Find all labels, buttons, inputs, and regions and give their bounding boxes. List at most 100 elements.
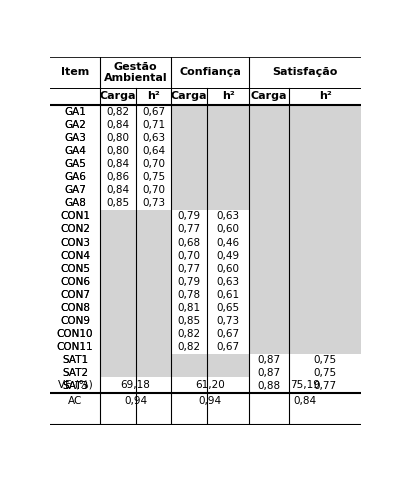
- Bar: [100, 315, 136, 327]
- Bar: [50, 354, 100, 367]
- Text: GA2: GA2: [64, 120, 86, 130]
- Bar: [207, 380, 249, 393]
- Bar: [171, 144, 207, 158]
- Bar: [171, 354, 207, 367]
- Bar: [100, 249, 136, 262]
- Text: GA4: GA4: [64, 146, 86, 156]
- Bar: [207, 171, 249, 184]
- Bar: [100, 236, 136, 249]
- Text: CON11: CON11: [57, 342, 93, 352]
- Text: CON4: CON4: [60, 250, 90, 261]
- Bar: [100, 262, 136, 275]
- Bar: [50, 380, 100, 393]
- Bar: [136, 144, 171, 158]
- Text: GA6: GA6: [64, 172, 86, 182]
- Bar: [136, 171, 171, 184]
- Text: 0,87: 0,87: [258, 355, 281, 365]
- Bar: [136, 315, 171, 327]
- Text: h²: h²: [319, 91, 332, 101]
- Bar: [171, 341, 207, 354]
- Text: 0,80: 0,80: [106, 133, 129, 143]
- Bar: [100, 105, 136, 118]
- Bar: [171, 184, 207, 197]
- Bar: [171, 118, 207, 131]
- Text: 0,79: 0,79: [178, 211, 201, 221]
- Bar: [171, 302, 207, 315]
- Bar: [207, 184, 249, 197]
- Text: 0,84: 0,84: [106, 185, 129, 195]
- Text: 0,81: 0,81: [178, 303, 201, 313]
- Text: 0,82: 0,82: [106, 107, 129, 117]
- Bar: [171, 210, 207, 223]
- Bar: [50, 197, 100, 210]
- Bar: [100, 341, 136, 354]
- Text: CON2: CON2: [60, 225, 90, 235]
- Text: 0,70: 0,70: [178, 250, 200, 261]
- Bar: [249, 118, 290, 131]
- Text: 0,68: 0,68: [178, 238, 201, 248]
- Bar: [136, 327, 171, 341]
- Bar: [249, 262, 290, 275]
- Text: 0,46: 0,46: [217, 238, 240, 248]
- Bar: [290, 144, 361, 158]
- Text: 0,75: 0,75: [142, 172, 165, 182]
- Text: CON4: CON4: [60, 250, 90, 261]
- Bar: [171, 380, 207, 393]
- Bar: [171, 275, 207, 288]
- Bar: [249, 210, 290, 223]
- Text: SAT3: SAT3: [62, 381, 88, 391]
- Bar: [50, 288, 100, 302]
- Bar: [50, 105, 100, 118]
- Bar: [249, 302, 290, 315]
- Bar: [290, 249, 361, 262]
- Text: 0,71: 0,71: [142, 120, 165, 130]
- Bar: [171, 288, 207, 302]
- Bar: [100, 184, 136, 197]
- Text: 0,88: 0,88: [258, 381, 281, 391]
- Bar: [207, 354, 249, 367]
- Text: 0,79: 0,79: [178, 277, 201, 287]
- Bar: [207, 302, 249, 315]
- Text: VE (%): VE (%): [58, 380, 92, 390]
- Text: 0,63: 0,63: [217, 211, 240, 221]
- Bar: [136, 105, 171, 118]
- Bar: [290, 236, 361, 249]
- Bar: [171, 367, 207, 380]
- Bar: [100, 131, 136, 144]
- Bar: [249, 380, 290, 393]
- Text: CON11: CON11: [57, 342, 93, 352]
- Text: Carga: Carga: [171, 91, 207, 101]
- Text: CON9: CON9: [60, 316, 90, 326]
- Text: 0,77: 0,77: [178, 264, 201, 274]
- Bar: [100, 380, 136, 393]
- Text: 0,61: 0,61: [217, 290, 240, 300]
- Text: CON5: CON5: [60, 264, 90, 274]
- Bar: [249, 354, 290, 367]
- Bar: [207, 236, 249, 249]
- Bar: [136, 210, 171, 223]
- Text: Item: Item: [61, 67, 89, 77]
- Text: SAT3: SAT3: [62, 381, 88, 391]
- Bar: [136, 262, 171, 275]
- Bar: [50, 377, 361, 393]
- Text: h²: h²: [222, 91, 235, 101]
- Bar: [249, 275, 290, 288]
- Bar: [290, 184, 361, 197]
- Bar: [249, 367, 290, 380]
- Text: GA6: GA6: [64, 172, 86, 182]
- Text: Satisfação: Satisfação: [272, 67, 338, 77]
- Bar: [136, 354, 171, 367]
- Bar: [207, 367, 249, 380]
- Bar: [136, 275, 171, 288]
- Text: 0,82: 0,82: [178, 342, 201, 352]
- Bar: [171, 131, 207, 144]
- Bar: [207, 131, 249, 144]
- Bar: [290, 288, 361, 302]
- Text: Carga: Carga: [99, 91, 136, 101]
- Text: GA1: GA1: [64, 107, 86, 117]
- Bar: [249, 341, 290, 354]
- Text: 0,87: 0,87: [258, 369, 281, 379]
- Bar: [171, 197, 207, 210]
- Bar: [100, 158, 136, 171]
- Text: 0,82: 0,82: [178, 329, 201, 339]
